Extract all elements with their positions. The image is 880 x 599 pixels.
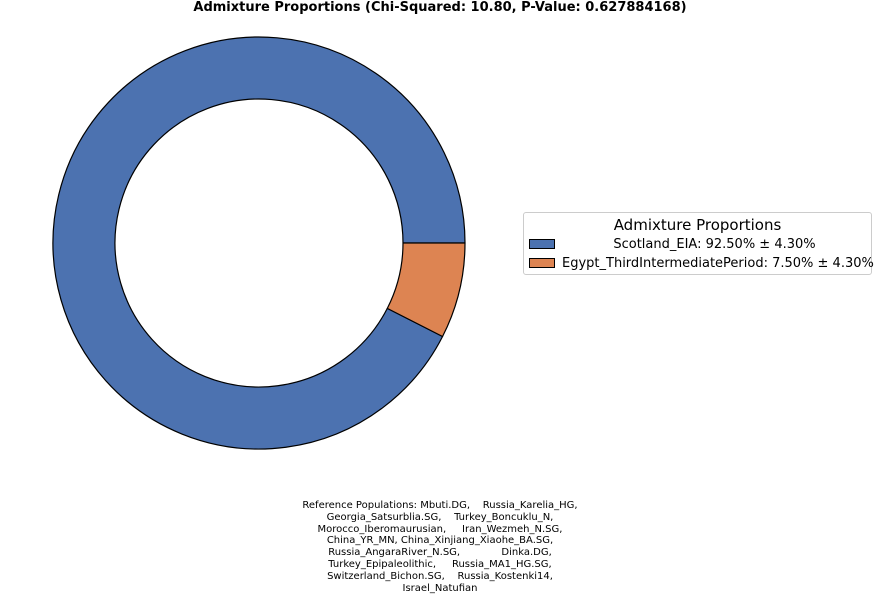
donut-slice-scotland_eia	[52, 36, 466, 450]
legend: Admixture Proportions Scotland_EIA: 92.5…	[523, 212, 874, 275]
legend-title: Admixture Proportions	[613, 216, 782, 234]
reference-line: Morocco_Iberomaurusian, Iran_Wezmeh_N.SG…	[317, 523, 563, 535]
donut-slice-egypt_thirdintermediateperiod	[386, 242, 466, 338]
legend-entry-egypt: Egypt_ThirdIntermediatePeriod: 7.50% ± 4…	[524, 254, 874, 273]
reference-populations: Reference Populations: Mbuti.DG, Russia_…	[0, 500, 880, 594]
reference-line: Israel_Natufian	[402, 582, 478, 594]
reference-line: Georgia_Satsurblia.SG, Turkey_Boncuklu_N…	[326, 511, 554, 523]
reference-line: Switzerland_Bichon.SG, Russia_Kostenki14…	[327, 570, 553, 582]
legend-label-egypt: Egypt_ThirdIntermediatePeriod: 7.50% ± 4…	[562, 256, 874, 271]
reference-line: Reference Populations: Mbuti.DG, Russia_…	[302, 500, 578, 511]
reference-line: Russia_AngaraRiver_N.SG, Dinka.DG,	[328, 547, 552, 559]
chart-title: Admixture Proportions (Chi-Squared: 10.8…	[193, 0, 687, 15]
reference-line: China_YR_MN, China_Xinjiang_Xiaohe_BA.SG…	[326, 535, 554, 547]
legend-entry-scotland: Scotland_EIA: 92.50% ± 4.30%	[524, 235, 871, 254]
reference-line: Turkey_Epipaleolithic, Russia_MA1_HG.SG,	[328, 558, 552, 570]
legend-swatch-scotland	[529, 239, 555, 249]
legend-label-scotland: Scotland_EIA: 92.50% ± 4.30%	[613, 237, 816, 252]
legend-swatch-egypt	[529, 258, 555, 268]
